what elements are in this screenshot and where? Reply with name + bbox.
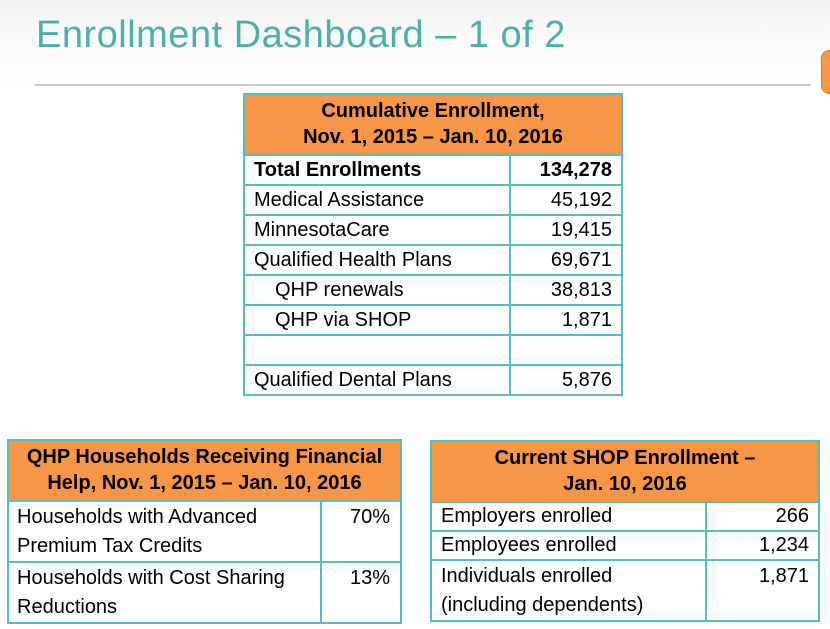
- table-header-row: Cumulative Enrollment, Nov. 1, 2015 – Ja…: [243, 93, 623, 156]
- row-value: 19,415: [509, 214, 623, 246]
- header-line-2: Nov. 1, 2015 – Jan. 10, 2016: [303, 126, 563, 148]
- slide-edge-tab: [821, 50, 830, 94]
- row-label: Employees enrolled: [430, 530, 707, 561]
- row-label: Total Enrollments: [243, 154, 511, 186]
- row-label: Medical Assistance: [243, 184, 511, 216]
- header-line-1: Current SHOP Enrollment –: [494, 447, 756, 469]
- table-header-row: Current SHOP Enrollment – Jan. 10, 2016: [429, 440, 821, 503]
- table-row: Households with Advanced Premium Tax Cre…: [7, 500, 402, 563]
- row-value: 13%: [320, 561, 402, 624]
- table-row: Households with Cost Sharing Reductions …: [7, 561, 402, 624]
- title-divider: [35, 84, 811, 86]
- row-value: 38,813: [509, 274, 623, 306]
- shop-enrollment-table: Current SHOP Enrollment – Jan. 10, 2016 …: [429, 440, 821, 622]
- table-row: Total Enrollments 134,278: [243, 154, 623, 186]
- table-row: QHP via SHOP 1,871: [243, 304, 623, 336]
- table-row: Qualified Dental Plans 5,876: [243, 364, 623, 396]
- row-label: Qualified Health Plans: [243, 244, 511, 276]
- row-label: Households with Advanced Premium Tax Cre…: [7, 500, 322, 563]
- header-line-1: Cumulative Enrollment,: [321, 100, 545, 122]
- header-line-2: Help, Nov. 1, 2015 – Jan. 10, 2016: [47, 472, 362, 494]
- row-value: 1,871: [704, 559, 821, 622]
- row-value: 69,671: [509, 244, 623, 276]
- row-value: 1,234: [704, 530, 821, 561]
- page-title: Enrollment Dashboard – 1 of 2: [36, 14, 566, 56]
- financial-help-table: QHP Households Receiving Financial Help,…: [7, 439, 402, 624]
- row-label: [243, 334, 511, 366]
- row-label: QHP renewals: [243, 274, 511, 306]
- cumulative-table-header: Cumulative Enrollment, Nov. 1, 2015 – Ja…: [243, 93, 623, 156]
- row-value: 1,871: [509, 304, 623, 336]
- financial-help-table-header: QHP Households Receiving Financial Help,…: [7, 439, 402, 502]
- table-row-empty: [243, 334, 623, 366]
- cumulative-enrollment-table: Cumulative Enrollment, Nov. 1, 2015 – Ja…: [243, 93, 623, 396]
- header-line-2: Jan. 10, 2016: [563, 473, 687, 495]
- table-row: Qualified Health Plans 69,671: [243, 244, 623, 276]
- row-label: Employers enrolled: [430, 501, 707, 532]
- table-row: MinnesotaCare 19,415: [243, 214, 623, 246]
- row-value: 70%: [320, 500, 402, 563]
- row-label: Households with Cost Sharing Reductions: [7, 561, 322, 624]
- row-value: 134,278: [509, 154, 623, 186]
- table-header-row: QHP Households Receiving Financial Help,…: [7, 439, 402, 502]
- row-value: [509, 334, 623, 366]
- table-row: Individuals enrolled (including dependen…: [430, 559, 821, 622]
- row-label: Qualified Dental Plans: [243, 364, 511, 396]
- header-line-1: QHP Households Receiving Financial: [26, 446, 383, 468]
- shop-table-header: Current SHOP Enrollment – Jan. 10, 2016: [429, 440, 821, 503]
- row-label: Individuals enrolled (including dependen…: [430, 559, 707, 622]
- table-row: Employees enrolled 1,234: [430, 530, 821, 561]
- table-row: Employers enrolled 266: [430, 501, 821, 532]
- table-row: Medical Assistance 45,192: [243, 184, 623, 216]
- row-value: 5,876: [509, 364, 623, 396]
- row-value: 266: [704, 501, 821, 532]
- row-label: MinnesotaCare: [243, 214, 511, 246]
- table-row: QHP renewals 38,813: [243, 274, 623, 306]
- row-label: QHP via SHOP: [243, 304, 511, 336]
- row-value: 45,192: [509, 184, 623, 216]
